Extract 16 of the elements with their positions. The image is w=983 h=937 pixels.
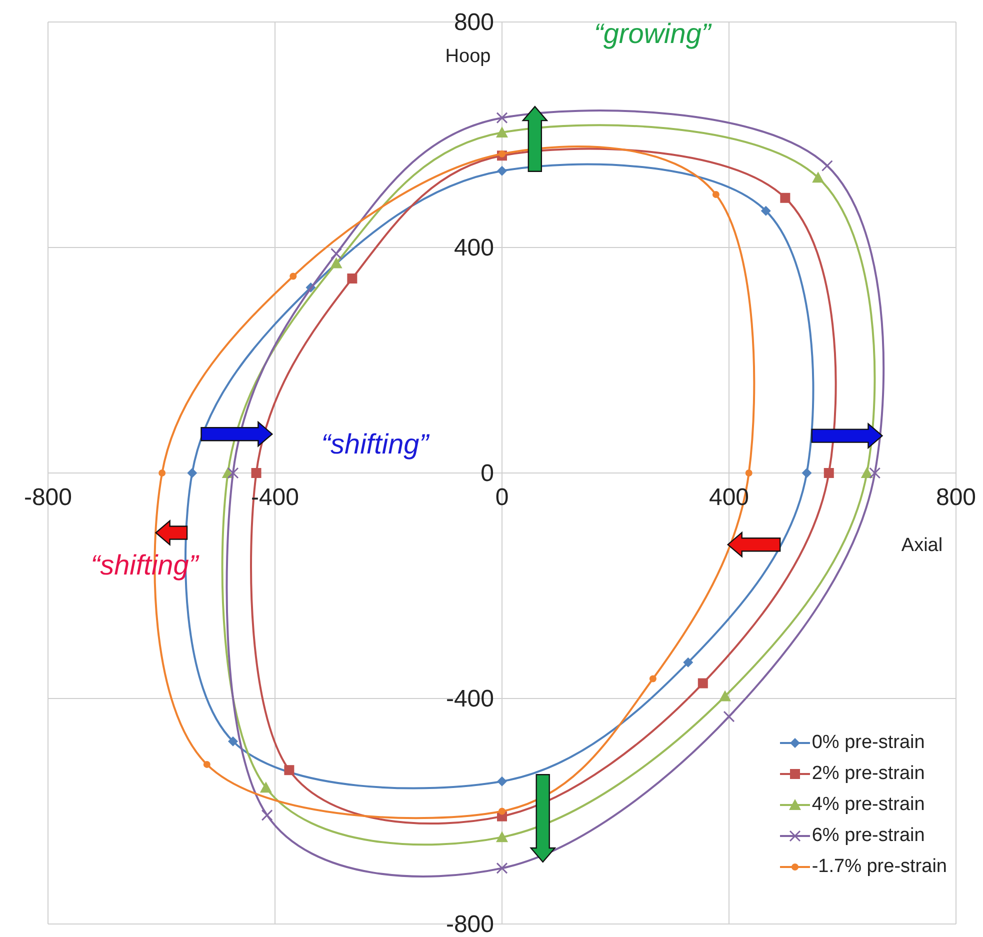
y-tick-label: 400 (454, 234, 494, 262)
y-tick-label: -800 (446, 911, 494, 937)
y-axis-title: Hoop (445, 46, 491, 67)
annotation: “shifting” (321, 428, 430, 460)
y-tick-label: -400 (446, 686, 494, 712)
x-axis-title: Axial (901, 535, 943, 556)
y-tick-label: 0 (480, 460, 494, 487)
legend-label: 2% pre-strain (812, 762, 925, 784)
y-tick-label: 800 (454, 9, 494, 36)
legend-label: 6% pre-strain (812, 824, 925, 846)
legend-label: -1.7% pre-strain (812, 856, 947, 878)
x-tick-label: -800 (24, 484, 72, 511)
x-tick-label: 800 (936, 484, 976, 511)
legend-label: 0% pre-strain (812, 732, 925, 754)
annotation: “growing” (594, 18, 712, 49)
legend-label: 4% pre-strain (812, 794, 925, 816)
